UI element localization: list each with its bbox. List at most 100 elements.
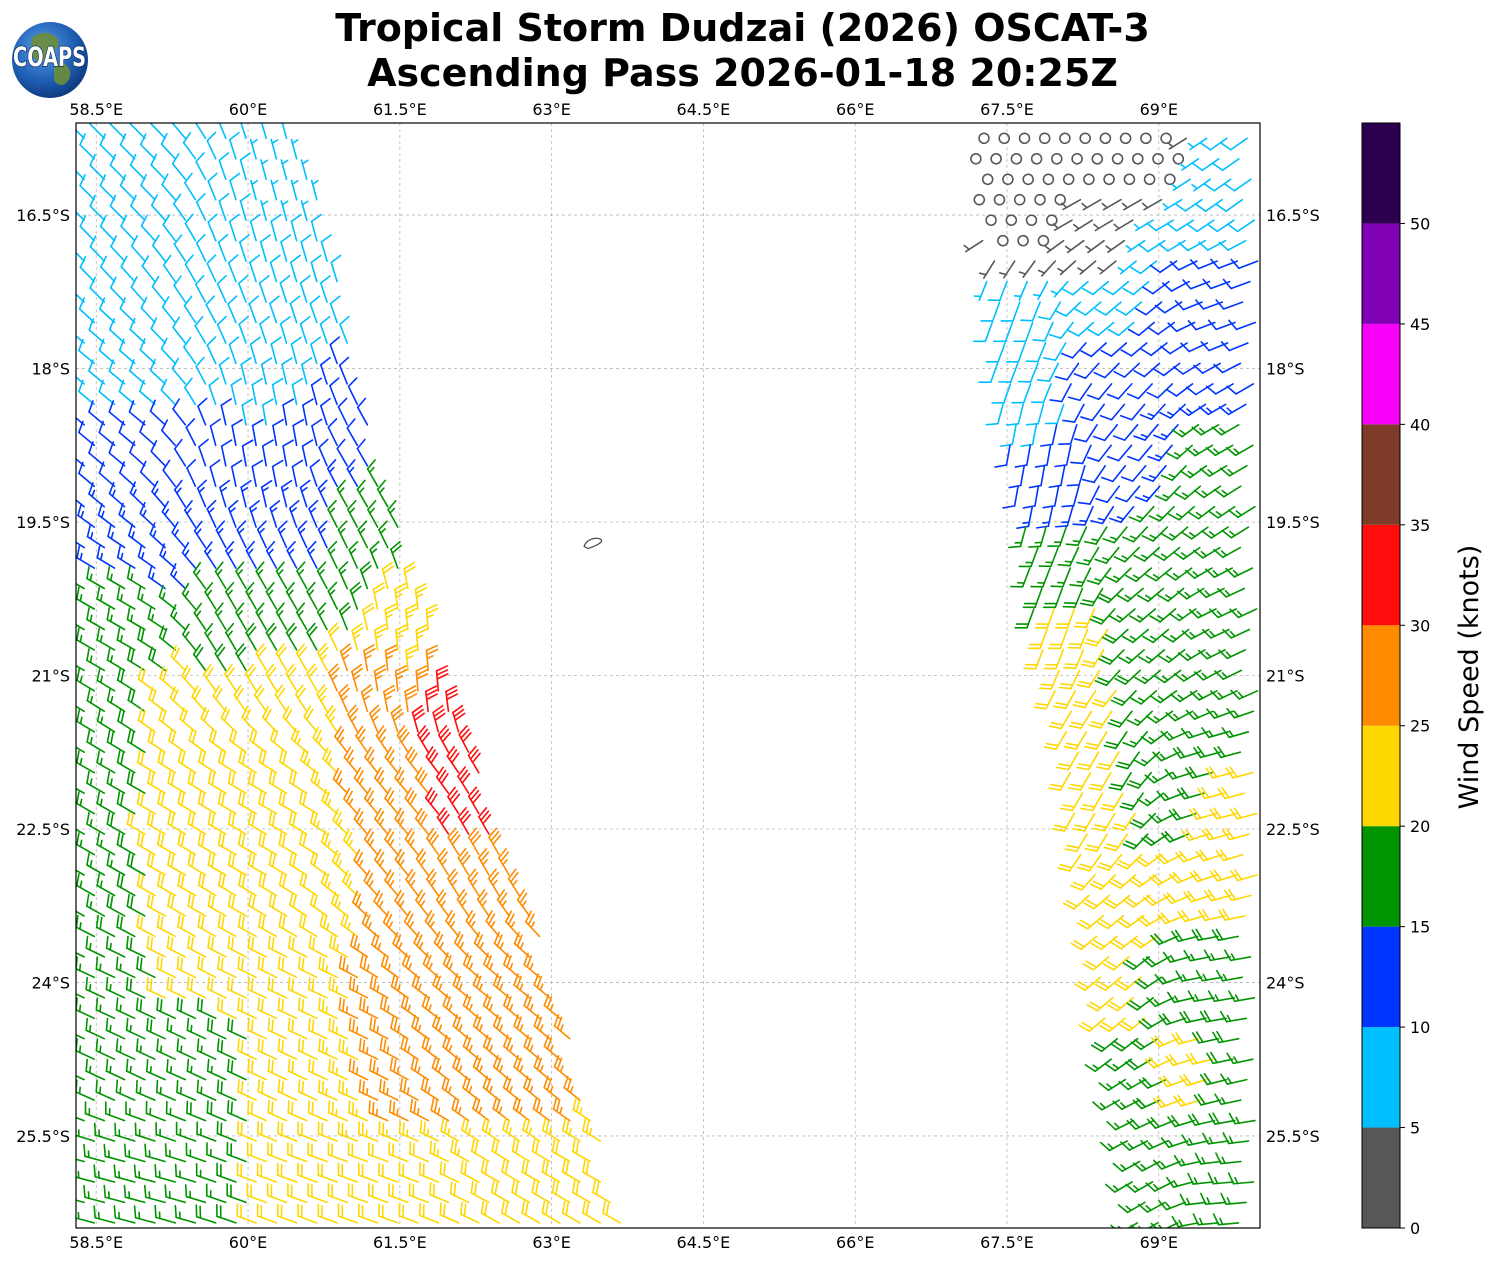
wind-barb: [248, 295, 260, 324]
wind-barb: [327, 418, 338, 447]
wind-barb: [177, 749, 197, 774]
wind-barb: [231, 418, 243, 447]
wind-barb: [490, 1180, 510, 1204]
wind-barb: [452, 1055, 470, 1081]
wind-barb: [1224, 178, 1252, 192]
wind-barb: [1191, 928, 1219, 942]
wind-barb: [1056, 751, 1080, 771]
wind-barb: [120, 255, 136, 283]
lat-tick-label: 24°S: [1266, 973, 1305, 992]
wind-barb: [136, 750, 156, 774]
wind-barb: [329, 295, 341, 324]
wind-barb: [76, 947, 85, 958]
wind-barb: [240, 479, 252, 508]
wind-barb: [970, 153, 982, 165]
wind-barb: [195, 233, 207, 262]
wind-barb: [1057, 260, 1077, 276]
wind-barb: [224, 663, 237, 692]
wind-barb: [217, 233, 229, 262]
wind-barb: [106, 770, 126, 795]
wind-barb: [76, 988, 85, 999]
wind-barb: [162, 459, 176, 488]
wind-barb: [272, 418, 284, 447]
wind-barb: [452, 704, 466, 733]
wind-barb: [1179, 1193, 1207, 1206]
wind-barb: [114, 1122, 136, 1142]
wind-barb: [187, 893, 207, 917]
wind-barb: [107, 524, 126, 549]
wind-barb: [103, 1184, 126, 1204]
colorbar-bin: [1362, 323, 1400, 425]
wind-barb: [287, 1183, 308, 1204]
wind-barb: [415, 848, 430, 876]
wind-barb: [411, 973, 430, 999]
wind-barb: [110, 235, 126, 262]
wind-barb: [543, 993, 561, 1020]
wind-barb: [1129, 874, 1157, 888]
wind-barb: [338, 955, 359, 979]
wind-barb: [299, 831, 318, 856]
wind-barb: [1168, 608, 1197, 622]
wind-barb: [491, 1138, 510, 1163]
wind-barb: [144, 1143, 166, 1163]
wind-barb: [1198, 403, 1227, 416]
wind-barb: [135, 997, 156, 1020]
wind-barbs: [51, 123, 1259, 1228]
wind-barb: [1090, 935, 1118, 951]
wind-barb: [1173, 669, 1202, 682]
wind-barb: [1213, 745, 1242, 759]
wind-barb: [1099, 1140, 1128, 1152]
wind-barb: [1061, 280, 1089, 296]
wind-barb: [93, 1122, 116, 1142]
wind-barb: [290, 336, 302, 365]
wind-barb: [265, 663, 278, 692]
wind-barb: [571, 1180, 591, 1204]
wind-barb: [1146, 219, 1174, 232]
wind-barb: [325, 704, 338, 733]
wind-barb: [1175, 970, 1203, 982]
lat-tick-label: 25.5°S: [16, 1127, 70, 1146]
wind-barb: [255, 602, 268, 631]
wind-barb: [125, 1101, 146, 1122]
wind-barb: [220, 398, 232, 426]
wind-barb: [1192, 158, 1220, 172]
wind-barb: [310, 213, 323, 242]
wind-barb: [378, 1121, 399, 1142]
wind-barb: [105, 935, 126, 958]
wind-barb: [233, 684, 247, 713]
wind-barb: [513, 973, 531, 999]
wind-barb: [116, 750, 136, 774]
wind-barb: [1192, 546, 1221, 559]
wind-barb: [157, 832, 176, 856]
wind-barb: [1154, 485, 1181, 502]
wind-barb: [85, 935, 106, 958]
wind-barb: [1207, 1172, 1235, 1185]
wind-barb: [207, 811, 227, 835]
wind-barb: [1173, 1154, 1202, 1167]
wind-barb: [106, 852, 126, 876]
wind-barb: [247, 1058, 268, 1081]
lat-tick-label: 22.5°S: [16, 820, 70, 839]
wind-barb: [135, 1079, 156, 1101]
wind-barb: [403, 562, 416, 590]
wind-barb: [105, 1058, 126, 1081]
wind-barb: [394, 807, 409, 835]
lon-tick-label: 61.5°E: [373, 1233, 427, 1252]
wind-barb: [148, 646, 166, 672]
wind-barb: [439, 1202, 460, 1224]
wind-barb: [553, 1014, 571, 1040]
wind-barb: [89, 153, 106, 181]
wind-barb: [502, 1117, 521, 1142]
wind-barb: [76, 782, 85, 795]
wind-barb: [497, 847, 510, 876]
wind-barb: [187, 811, 207, 835]
wind-barb: [1222, 628, 1251, 639]
wind-barb: [532, 1096, 551, 1122]
wind-barb: [1002, 173, 1014, 186]
wind-barb: [162, 214, 176, 242]
wind-barb: [321, 788, 338, 815]
wind-barb: [387, 499, 399, 528]
wind-barb: [413, 931, 430, 958]
lat-tick-label: 16.5°S: [1266, 206, 1320, 225]
wind-barb: [51, 1206, 77, 1223]
